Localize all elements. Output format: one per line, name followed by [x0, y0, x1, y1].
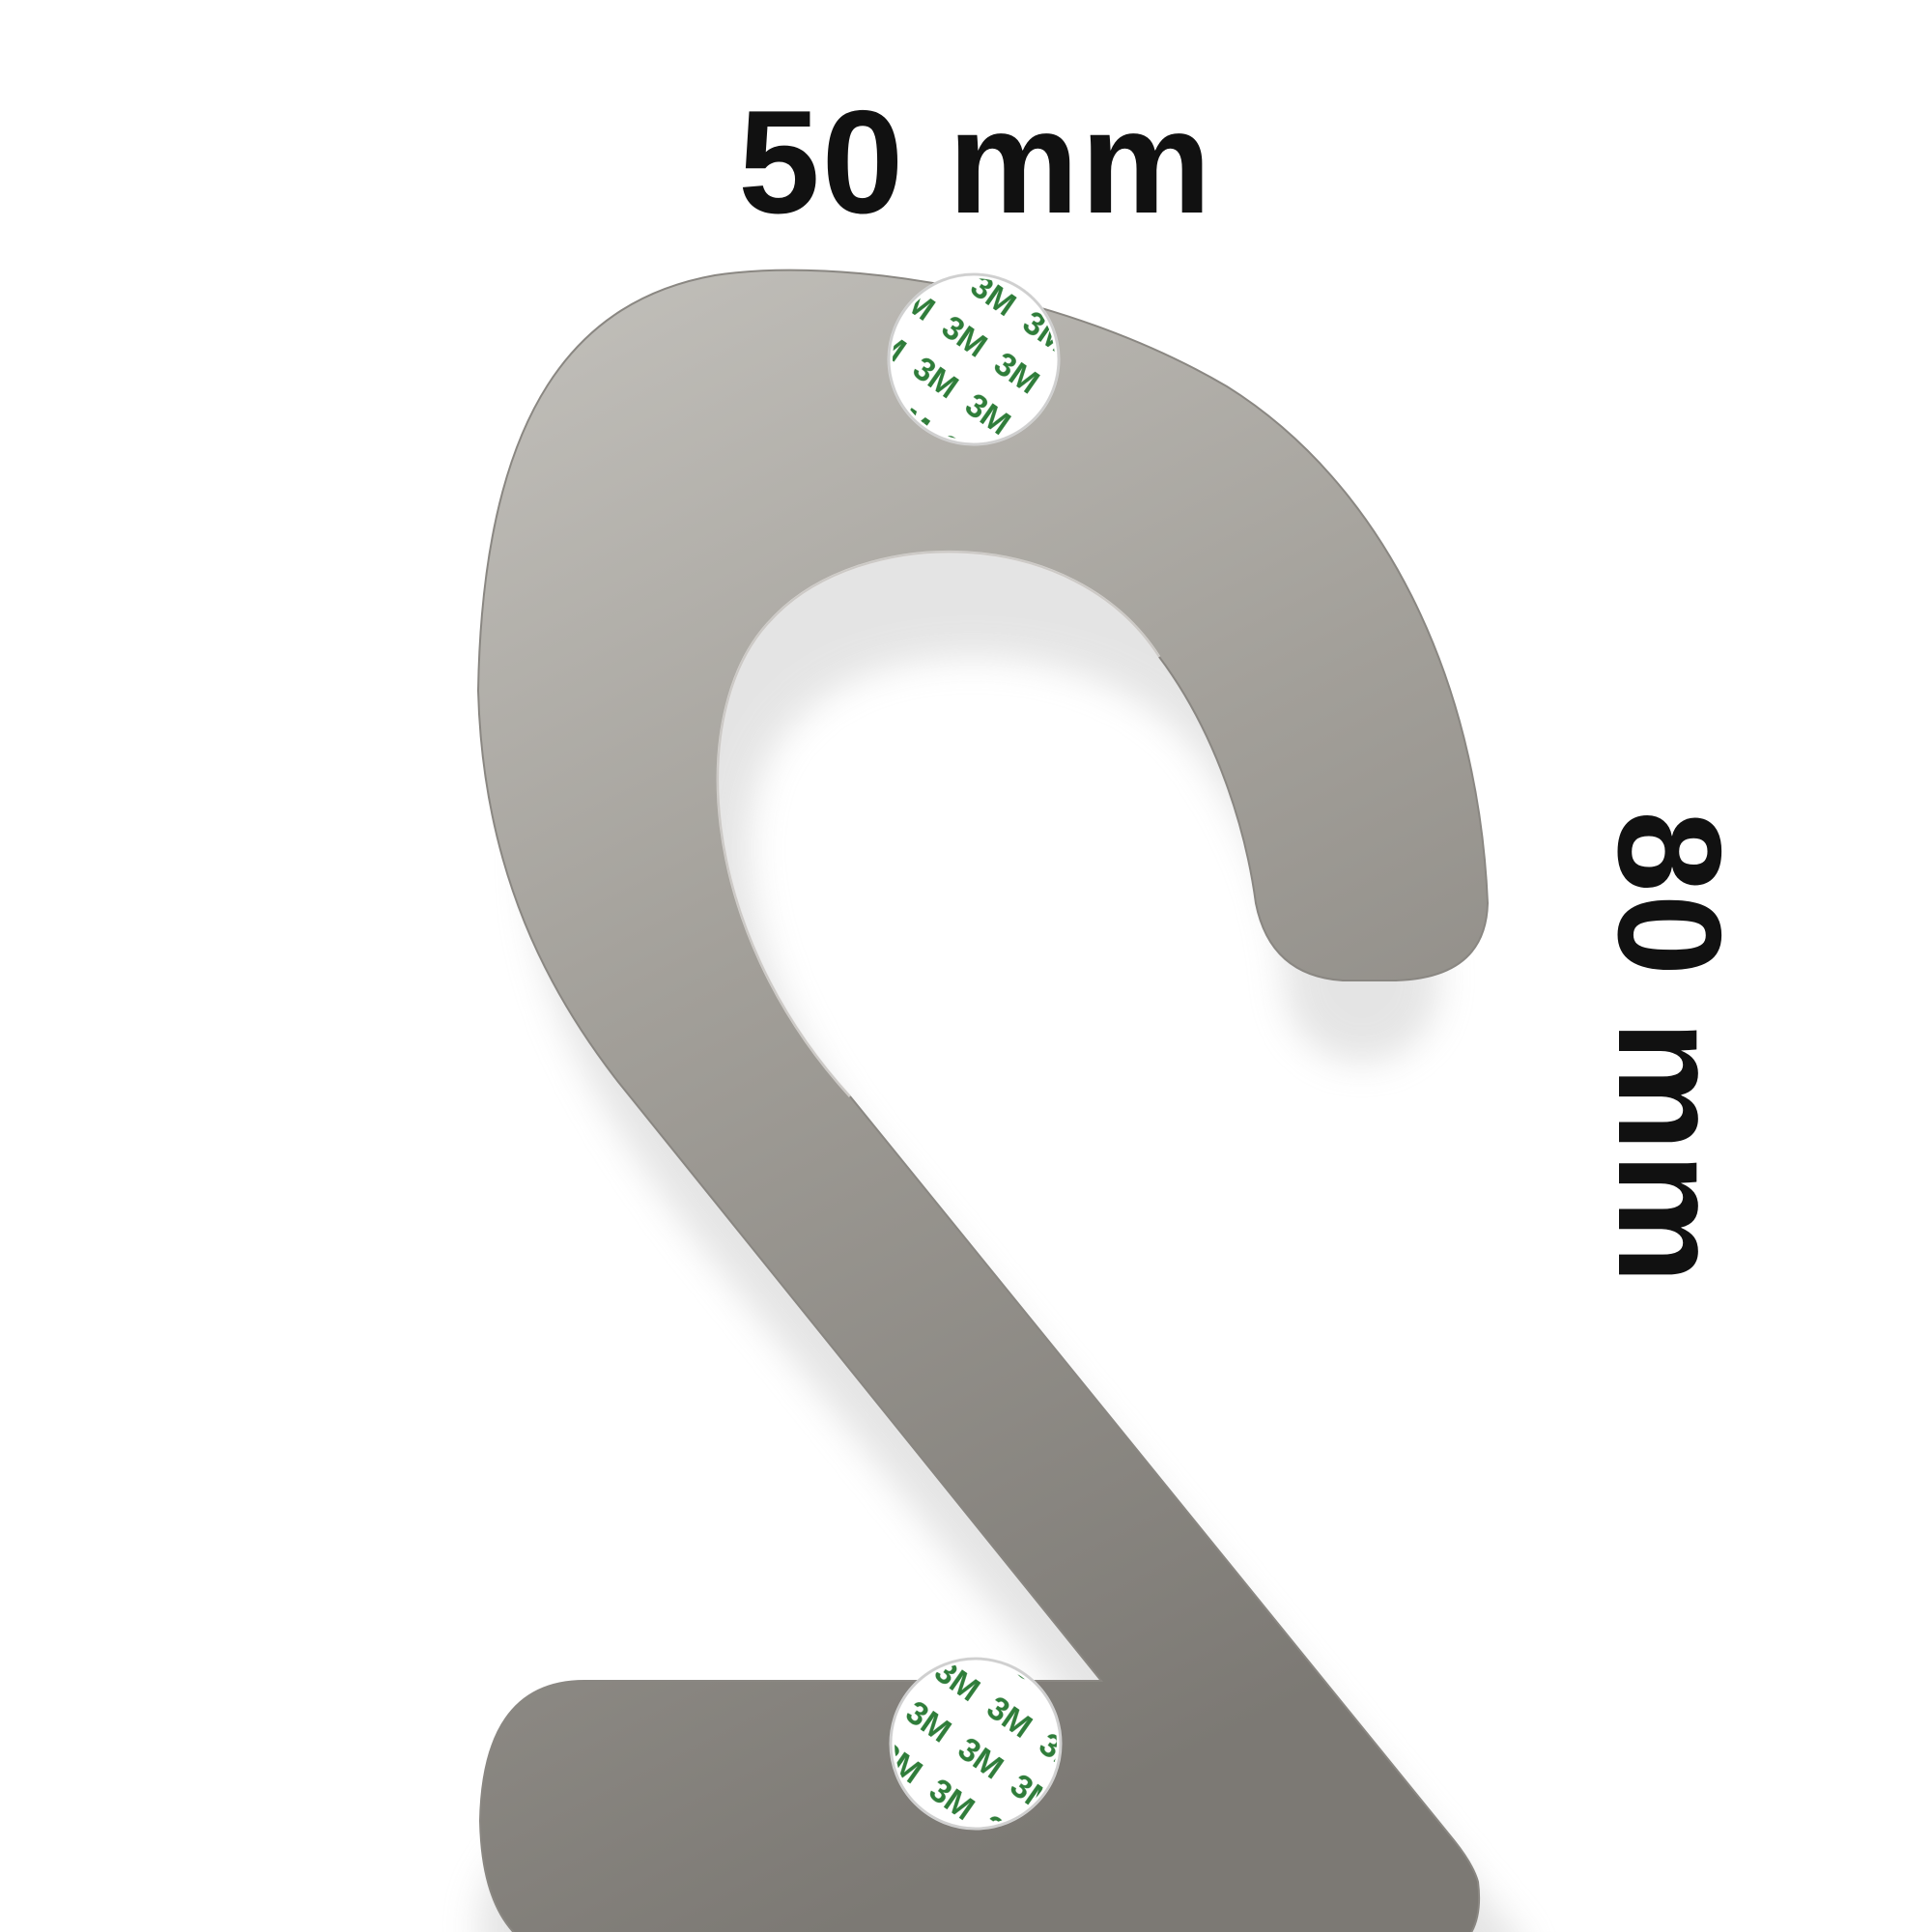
inner-edge-highlight — [716, 550, 1161, 1098]
adhesive-pad-bottom — [889, 1657, 1063, 1831]
adhesive-pad-top — [887, 272, 1061, 446]
width-dimension-label: 50 mm — [738, 80, 1213, 244]
